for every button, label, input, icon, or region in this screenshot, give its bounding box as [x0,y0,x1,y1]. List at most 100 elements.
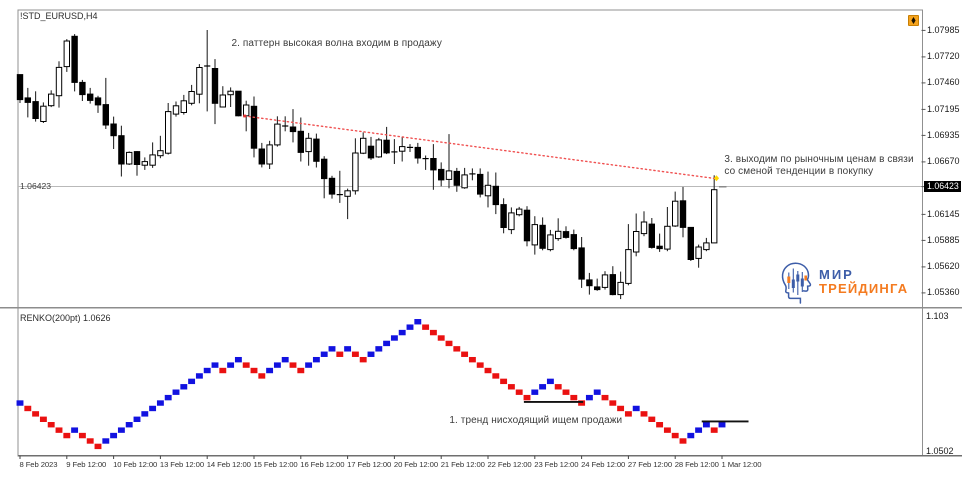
candle[interactable] [375,137,383,158]
candle[interactable] [360,132,367,155]
candle[interactable] [48,90,55,108]
renko-brick[interactable] [188,378,196,385]
candle[interactable] [578,237,585,288]
candle[interactable] [422,155,429,170]
renko-brick[interactable] [702,422,710,428]
candle[interactable] [32,91,39,122]
candle[interactable] [477,168,484,198]
renko-brick[interactable] [133,416,141,422]
candle[interactable] [313,133,320,168]
candle[interactable] [711,175,718,244]
candle[interactable] [40,102,47,123]
candle[interactable] [609,266,616,296]
candle[interactable] [617,271,624,300]
candle[interactable] [508,207,515,235]
renko-brick[interactable] [398,329,406,336]
renko-brick[interactable] [16,400,24,406]
candle[interactable] [110,116,117,149]
renko-brick[interactable] [554,384,562,390]
candle[interactable] [547,229,554,252]
renko-brick[interactable] [585,394,593,401]
renko-brick[interactable] [305,362,313,368]
candle[interactable] [63,39,70,72]
candle[interactable] [71,34,78,92]
candle[interactable] [469,168,476,181]
renko-brick[interactable] [710,427,718,433]
renko-brick[interactable] [390,335,398,341]
candle[interactable] [180,94,188,115]
renko-brick[interactable] [227,362,235,368]
renko-brick[interactable] [461,351,469,357]
candle[interactable] [55,61,63,108]
candle[interactable] [204,30,211,112]
candle[interactable] [640,211,648,237]
candle[interactable] [383,126,390,155]
candle[interactable] [250,96,258,158]
renko-brick[interactable] [476,362,484,368]
candle[interactable] [679,186,687,238]
candle[interactable] [188,84,195,106]
candle[interactable] [149,142,156,168]
candle[interactable] [196,64,203,104]
candle[interactable] [165,103,172,155]
renko-brick[interactable] [289,362,297,368]
renko-brick[interactable] [24,405,32,412]
renko-brick[interactable] [429,329,437,336]
candle[interactable] [695,244,702,268]
renko-brick[interactable] [297,367,305,374]
candle[interactable] [430,144,437,190]
candle[interactable] [438,162,445,187]
renko-brick[interactable] [234,356,242,363]
renko-brick[interactable] [211,362,219,368]
renko-brick[interactable] [219,367,227,374]
renko-brick[interactable] [523,394,531,401]
renko-brick[interactable] [648,416,656,422]
renko-brick[interactable] [632,405,640,412]
renko-brick[interactable] [149,405,157,412]
renko-brick[interactable] [281,356,289,363]
candle[interactable] [133,151,141,176]
renko-brick[interactable] [445,340,453,347]
renko-brick[interactable] [320,351,328,357]
renko-brick[interactable] [468,356,476,363]
renko-brick[interactable] [640,411,648,417]
renko-brick[interactable] [617,405,625,412]
renko-brick[interactable] [367,351,375,357]
candle[interactable] [570,229,577,251]
candle[interactable] [633,213,640,257]
renko-brick[interactable] [570,394,578,401]
renko-brick[interactable] [250,367,258,374]
renko-brick[interactable] [609,400,617,406]
renko-brick[interactable] [695,427,703,433]
candle[interactable] [625,224,632,286]
renko-brick[interactable] [258,373,266,379]
renko-brick[interactable] [507,384,515,390]
renko-brick[interactable] [414,319,422,325]
candle[interactable] [258,142,266,168]
candle[interactable] [500,198,507,234]
candle[interactable] [672,191,679,227]
candle[interactable] [24,87,32,118]
candle[interactable] [664,207,671,252]
candle[interactable] [266,140,273,169]
candle[interactable] [79,79,86,101]
renko-brick[interactable] [578,400,586,406]
renko-brick[interactable] [203,367,211,374]
candle[interactable] [586,272,593,295]
candle[interactable] [516,206,523,217]
expert-button[interactable] [908,15,919,26]
renko-brick[interactable] [55,427,63,433]
renko-brick[interactable] [344,346,352,352]
renko-brick[interactable] [671,432,679,439]
candle[interactable] [562,226,570,239]
candle[interactable] [94,95,102,113]
renko-brick[interactable] [351,351,359,357]
renko-brick[interactable] [32,411,40,417]
renko-brick[interactable] [539,384,547,390]
candle[interactable] [219,86,227,108]
candle[interactable] [321,156,328,199]
candle[interactable] [367,136,375,160]
renko-brick[interactable] [110,432,118,439]
renko-brick[interactable] [422,324,430,330]
